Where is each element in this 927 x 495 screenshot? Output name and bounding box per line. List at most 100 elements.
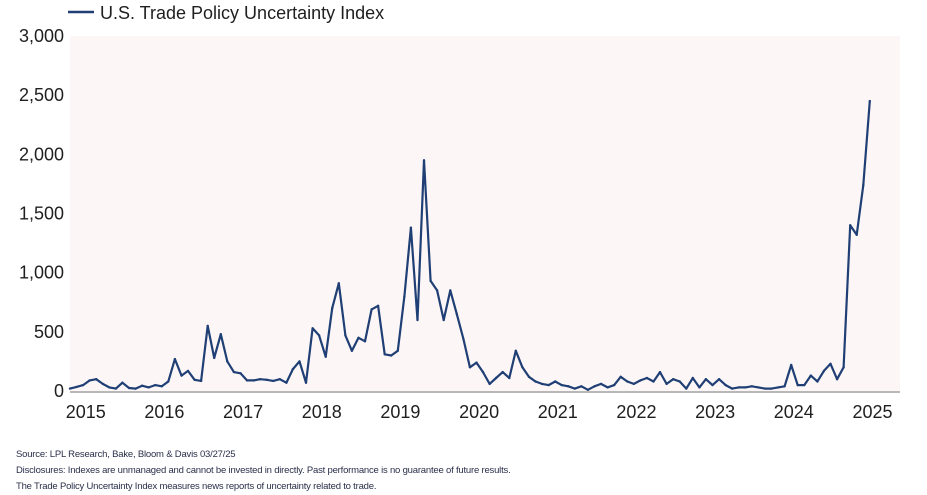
data-point	[613, 383, 616, 387]
data-point	[626, 380, 629, 383]
data-point	[186, 369, 190, 373]
x-tick-label: 2018	[302, 402, 342, 422]
data-point	[645, 376, 649, 380]
data-point	[462, 337, 465, 341]
data-point	[547, 383, 550, 387]
y-tick-label: 2,000	[19, 144, 64, 164]
data-point	[849, 224, 852, 227]
data-point	[606, 386, 609, 389]
data-point	[619, 375, 622, 378]
data-point	[403, 295, 406, 298]
data-point	[494, 376, 498, 380]
data-point	[809, 374, 812, 377]
x-tick-label: 2016	[144, 402, 184, 422]
data-point	[317, 334, 321, 337]
data-point	[750, 385, 753, 388]
data-point	[822, 369, 826, 373]
data-point	[429, 279, 432, 283]
data-point	[724, 383, 727, 387]
data-point	[783, 385, 786, 388]
x-tick-label: 2025	[852, 402, 892, 422]
data-point	[521, 366, 524, 369]
data-point	[101, 382, 105, 386]
data-point	[763, 387, 767, 390]
data-point	[232, 370, 236, 374]
y-axis: 0 500 1,000 1,500 2,000 2,500 3,000	[19, 26, 64, 401]
data-point	[75, 385, 78, 389]
index-description-note: The Trade Policy Uncertainty Index measu…	[16, 481, 377, 492]
data-point	[88, 379, 91, 382]
data-point	[449, 289, 452, 292]
data-point	[285, 381, 288, 384]
data-point	[416, 318, 419, 322]
y-tick-label: 500	[34, 322, 64, 342]
data-point	[298, 360, 301, 363]
data-point	[678, 380, 681, 383]
data-point	[698, 386, 701, 389]
data-point	[147, 386, 150, 389]
disclosures-note: Disclosures: Indexes are unmanaged and c…	[16, 465, 511, 476]
data-point	[199, 379, 203, 383]
data-point	[744, 386, 747, 389]
y-tick-label: 0	[54, 381, 64, 401]
data-point	[475, 361, 478, 364]
data-point	[390, 354, 393, 357]
data-point	[691, 376, 694, 380]
trade-policy-uncertainty-chart: U.S. Trade Policy Uncertainty Index 0 500…	[19, 3, 900, 422]
data-point	[127, 386, 131, 390]
data-point	[573, 387, 576, 390]
data-point	[790, 363, 793, 367]
data-point	[324, 355, 327, 358]
data-point	[409, 226, 413, 229]
data-point	[337, 282, 340, 285]
y-tick-label: 1,000	[19, 263, 64, 283]
data-point	[527, 375, 531, 378]
data-point	[665, 382, 668, 386]
data-point	[652, 380, 655, 383]
data-point	[632, 382, 635, 386]
data-point	[213, 356, 216, 360]
data-point	[658, 370, 662, 374]
data-point	[219, 333, 222, 336]
data-point	[206, 324, 209, 328]
data-point	[829, 362, 832, 365]
data-point	[239, 372, 242, 375]
data-point	[599, 382, 603, 386]
source-note: Source: LPL Research, Bake, Bloom & Davi…	[16, 449, 236, 460]
data-point	[514, 349, 517, 352]
data-point	[383, 353, 386, 356]
data-point	[363, 340, 367, 343]
data-point	[560, 383, 563, 387]
data-point	[540, 382, 544, 386]
data-point	[442, 318, 445, 322]
x-tick-label: 2017	[223, 402, 263, 422]
data-point	[855, 233, 858, 236]
data-point	[481, 370, 485, 374]
data-points	[68, 99, 871, 391]
data-point	[167, 380, 170, 383]
x-tick-label: 2019	[380, 402, 420, 422]
data-point	[711, 383, 714, 387]
data-point	[862, 183, 865, 187]
data-point	[796, 383, 799, 387]
data-point	[114, 387, 118, 390]
data-point	[717, 378, 721, 381]
x-axis: 2015 2016 2017 2018 2019 2020 2021 2022 2023 2024…	[66, 402, 893, 422]
y-tick-label: 2,500	[19, 85, 64, 105]
x-tick-label: 2023	[695, 402, 735, 422]
data-point	[868, 99, 871, 103]
data-point	[311, 327, 314, 330]
data-point	[160, 385, 163, 388]
data-point	[278, 378, 281, 381]
data-point	[554, 380, 557, 383]
data-point	[357, 336, 360, 339]
data-point	[370, 308, 373, 311]
data-point	[134, 387, 137, 390]
data-point	[304, 381, 308, 384]
data-point	[245, 379, 249, 382]
data-point	[344, 334, 347, 337]
data-point	[842, 366, 845, 369]
y-tick-label: 3,000	[19, 26, 64, 46]
legend-label: U.S. Trade Policy Uncertainty Index	[100, 3, 384, 23]
data-point	[173, 357, 177, 361]
